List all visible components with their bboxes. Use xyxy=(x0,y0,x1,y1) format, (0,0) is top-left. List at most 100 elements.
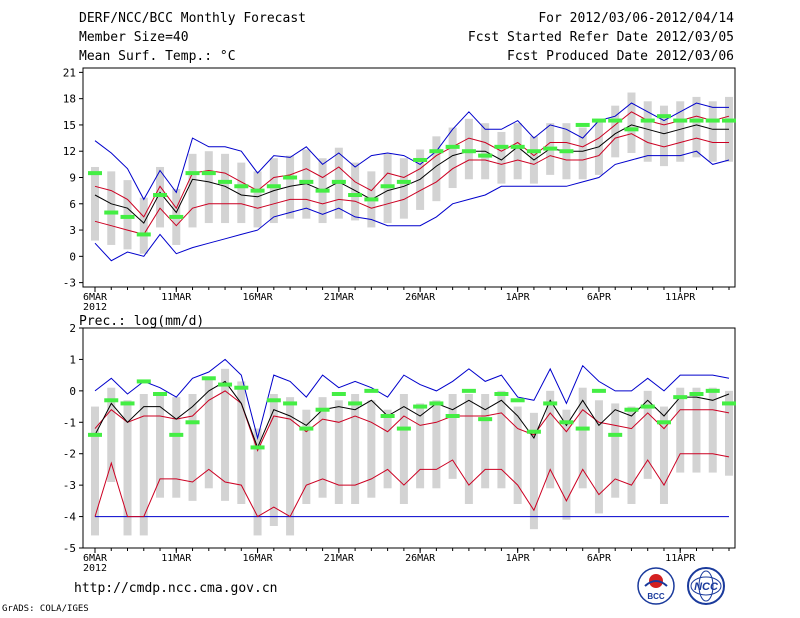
panel1-y-tick-label: 9 xyxy=(69,172,76,185)
panel1-obs-marker xyxy=(624,127,639,132)
panel2-obs-marker xyxy=(413,404,428,409)
start-date: Fcst Started Refer Date 2012/03/05 xyxy=(467,30,734,45)
panel1-obs-marker xyxy=(461,149,476,154)
panel1-spread-box xyxy=(156,166,165,228)
panel2-obs-marker xyxy=(331,392,346,396)
panel2-obs-marker xyxy=(722,401,736,406)
panel2-obs-marker xyxy=(510,398,525,403)
chart-title: DERF/NCC/BCC Monthly Forecast xyxy=(79,11,306,26)
panel2-title: Prec.: log(mm/d) xyxy=(79,314,204,329)
panel1-max-line xyxy=(94,102,729,201)
panel2-obs-marker xyxy=(705,388,720,393)
panel2-obs-marker xyxy=(120,401,135,406)
panel2-spread-box xyxy=(546,390,555,489)
panel1-obs-marker xyxy=(185,171,200,176)
panel1-x-tick-label: 16MAR xyxy=(243,292,274,303)
panel1-obs-marker xyxy=(136,232,151,237)
member-size: Member Size=40 xyxy=(79,30,189,45)
panel1-year-label: 2012 xyxy=(83,302,107,313)
source-url[interactable]: http://cmdp.ncc.cma.gov.cn xyxy=(74,581,278,596)
panel1-obs-marker xyxy=(104,210,119,215)
panel1-obs-marker xyxy=(266,184,281,189)
grads-credit: GrADS: COLA/IGES xyxy=(2,604,89,614)
panel1-x-tick-label: 26MAR xyxy=(405,292,436,303)
panel1-spread-box xyxy=(659,105,668,167)
panel2-spread-box xyxy=(156,394,165,498)
panel2-obs-marker xyxy=(673,395,688,400)
panel1-upper-line xyxy=(94,111,730,218)
panel2-obs-marker xyxy=(153,392,168,396)
panel2-y-tick-label: -3 xyxy=(63,479,76,492)
panel1-obs-marker xyxy=(413,157,428,162)
panel1-x-tick-label: 21MAR xyxy=(324,292,355,303)
panel2-spread-box xyxy=(643,390,652,479)
panel2-upper-line xyxy=(94,390,730,452)
panel1-obs-marker xyxy=(478,153,493,158)
panel2-spread-box xyxy=(659,406,668,504)
panel1-spread-box xyxy=(399,158,408,219)
panel2-x-tick-label: 11APR xyxy=(665,553,696,564)
panel1-spread-box xyxy=(464,118,473,180)
panel2-obs-marker xyxy=(364,388,379,393)
panel1-spread-box xyxy=(497,131,506,184)
panel1-obs-marker xyxy=(380,184,395,189)
panel2-frame xyxy=(82,327,736,549)
panel1-y-tick-label: 15 xyxy=(63,119,76,132)
panel2-spread-box xyxy=(399,394,408,504)
panel1-obs-marker xyxy=(656,114,671,119)
panel2-obs-marker xyxy=(445,414,460,418)
panel1-y-tick-label: 18 xyxy=(63,93,76,106)
panel2-year-label: 2012 xyxy=(83,563,107,574)
panel2-spread-box xyxy=(139,394,148,536)
panel2-spread-box xyxy=(692,387,701,473)
panel1-obs-marker xyxy=(543,146,558,151)
panel1-obs-marker xyxy=(673,118,688,123)
panel1-obs-marker xyxy=(494,144,509,149)
panel1-obs-marker xyxy=(510,144,525,149)
panel2-x-tick-label: 16MAR xyxy=(243,553,274,564)
panel2-obs-marker xyxy=(526,429,541,434)
panel2-x-tick-label: 6MAR xyxy=(83,553,108,564)
panel1-obs-marker xyxy=(201,171,216,176)
panel1-obs-marker xyxy=(169,214,184,219)
panel1-obs-marker xyxy=(331,179,346,184)
panel2-x-tick-label: 6APR xyxy=(587,553,612,564)
panel1-obs-marker xyxy=(591,118,606,123)
panel2-spread-box xyxy=(318,397,327,498)
panel2-obs-marker xyxy=(169,432,184,437)
panel2-obs-marker xyxy=(591,388,606,393)
panel2-spread-box xyxy=(91,406,99,536)
panel2-spread-box xyxy=(627,406,636,504)
panel1-y-tick-label: 0 xyxy=(69,250,76,263)
panel2-max-line xyxy=(94,358,730,440)
panel1-spread-box xyxy=(383,153,392,224)
panel2-spread-box xyxy=(578,387,587,489)
panel2-x-tick-label: 26MAR xyxy=(405,553,436,564)
panel2-spread-box xyxy=(188,394,197,501)
panel2-y-tick-label: -5 xyxy=(63,542,76,555)
panel2-spread-box xyxy=(611,403,620,498)
panel2-spread-box xyxy=(221,368,230,501)
panel2-spread-box xyxy=(594,400,603,514)
panel1-obs-marker xyxy=(689,118,704,123)
panel2-spread-box xyxy=(562,409,571,520)
panel1-obs-marker xyxy=(283,175,298,180)
panel1-spread-box xyxy=(611,105,620,158)
panel2-spread-box xyxy=(725,390,733,476)
panel2-obs-marker xyxy=(266,398,281,403)
panel1-min-line xyxy=(94,150,730,262)
panel1-spread-box xyxy=(432,136,441,202)
panel2-obs-marker xyxy=(201,376,216,381)
panel1-spread-box xyxy=(123,180,132,250)
panel1-obs-marker xyxy=(445,144,460,149)
panel2-spread-box xyxy=(708,387,717,473)
panel1-spread-box xyxy=(253,171,262,228)
panel2-obs-marker xyxy=(283,401,298,406)
panel1-obs-marker xyxy=(299,179,314,184)
panel2-obs-marker xyxy=(429,401,444,406)
panel1-x-tick-label: 11MAR xyxy=(161,292,192,303)
panel2-spread-box xyxy=(123,400,132,536)
panel2-spread-box xyxy=(302,409,311,504)
panel1-obs-marker xyxy=(705,118,720,123)
